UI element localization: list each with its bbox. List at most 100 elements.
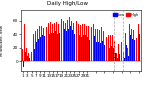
Bar — [132, 39, 133, 61]
Bar — [85, 35, 86, 61]
Bar — [120, 42, 121, 61]
Bar — [98, 42, 99, 61]
Text: Milwaukee, dew: Milwaukee, dew — [0, 25, 4, 56]
Bar — [108, 35, 109, 61]
Bar — [99, 30, 100, 61]
Bar — [49, 34, 50, 61]
Bar — [100, 43, 101, 61]
Bar — [102, 41, 103, 61]
Bar — [88, 26, 89, 61]
Bar — [93, 24, 94, 61]
Bar — [72, 30, 73, 61]
Bar — [33, 34, 34, 61]
Bar — [64, 29, 65, 61]
Bar — [110, 35, 111, 61]
Bar — [109, 48, 110, 61]
Bar — [26, 48, 27, 61]
Bar — [36, 42, 37, 61]
Bar — [101, 27, 102, 61]
Bar — [95, 29, 96, 61]
Bar — [114, 41, 115, 61]
Bar — [59, 33, 60, 61]
Bar — [117, 58, 118, 61]
Bar — [112, 35, 113, 61]
Bar — [54, 23, 55, 61]
Bar — [35, 31, 36, 61]
Bar — [87, 37, 88, 61]
Bar — [24, 24, 25, 61]
Text: Daily High/Low: Daily High/Low — [47, 1, 88, 6]
Bar — [52, 24, 53, 61]
Bar — [57, 34, 58, 61]
Bar — [104, 45, 105, 61]
Bar — [25, 52, 26, 61]
Bar — [40, 37, 41, 61]
Bar — [86, 26, 87, 61]
Bar — [74, 34, 75, 61]
Bar — [116, 53, 117, 61]
Bar — [69, 17, 70, 61]
Bar — [53, 33, 54, 61]
Bar — [55, 31, 56, 61]
Bar — [130, 35, 131, 61]
Bar — [37, 29, 38, 61]
Bar — [131, 29, 132, 61]
Bar — [89, 39, 90, 61]
Bar — [128, 56, 129, 61]
Bar — [79, 35, 80, 61]
Bar — [97, 29, 98, 61]
Bar — [51, 33, 52, 61]
Bar — [115, 53, 116, 61]
Legend: Low, High: Low, High — [112, 12, 139, 18]
Bar — [22, 49, 23, 61]
Bar — [103, 31, 104, 61]
Bar — [127, 48, 128, 61]
Bar — [38, 39, 39, 61]
Bar — [39, 26, 40, 61]
Bar — [84, 24, 85, 61]
Bar — [124, 58, 125, 61]
Bar — [80, 25, 81, 61]
Bar — [118, 44, 119, 61]
Bar — [82, 24, 83, 61]
Bar — [31, 52, 32, 61]
Bar — [107, 49, 108, 61]
Bar — [138, 24, 139, 61]
Bar — [28, 53, 29, 61]
Bar — [106, 37, 107, 61]
Bar — [126, 45, 127, 61]
Bar — [119, 54, 120, 61]
Bar — [44, 36, 45, 61]
Bar — [58, 24, 59, 61]
Bar — [111, 46, 112, 61]
Bar — [123, 52, 124, 61]
Bar — [133, 30, 134, 61]
Bar — [41, 26, 42, 61]
Bar — [66, 31, 67, 61]
Bar — [46, 27, 47, 61]
Bar — [71, 21, 72, 61]
Bar — [73, 23, 74, 61]
Bar — [134, 39, 135, 61]
Bar — [27, 56, 28, 61]
Bar — [43, 28, 44, 61]
Bar — [34, 49, 35, 61]
Bar — [29, 58, 30, 61]
Bar — [81, 37, 82, 61]
Bar — [67, 20, 68, 61]
Bar — [139, 34, 140, 61]
Bar — [83, 35, 84, 61]
Bar — [50, 22, 51, 61]
Bar — [76, 31, 77, 61]
Bar — [56, 22, 57, 61]
Bar — [23, 61, 24, 67]
Bar — [47, 38, 48, 61]
Bar — [61, 29, 62, 61]
Bar — [96, 42, 97, 61]
Bar — [48, 23, 49, 61]
Bar — [113, 48, 114, 61]
Bar — [121, 52, 122, 61]
Bar — [68, 29, 69, 61]
Bar — [63, 21, 64, 61]
Bar — [70, 26, 71, 61]
